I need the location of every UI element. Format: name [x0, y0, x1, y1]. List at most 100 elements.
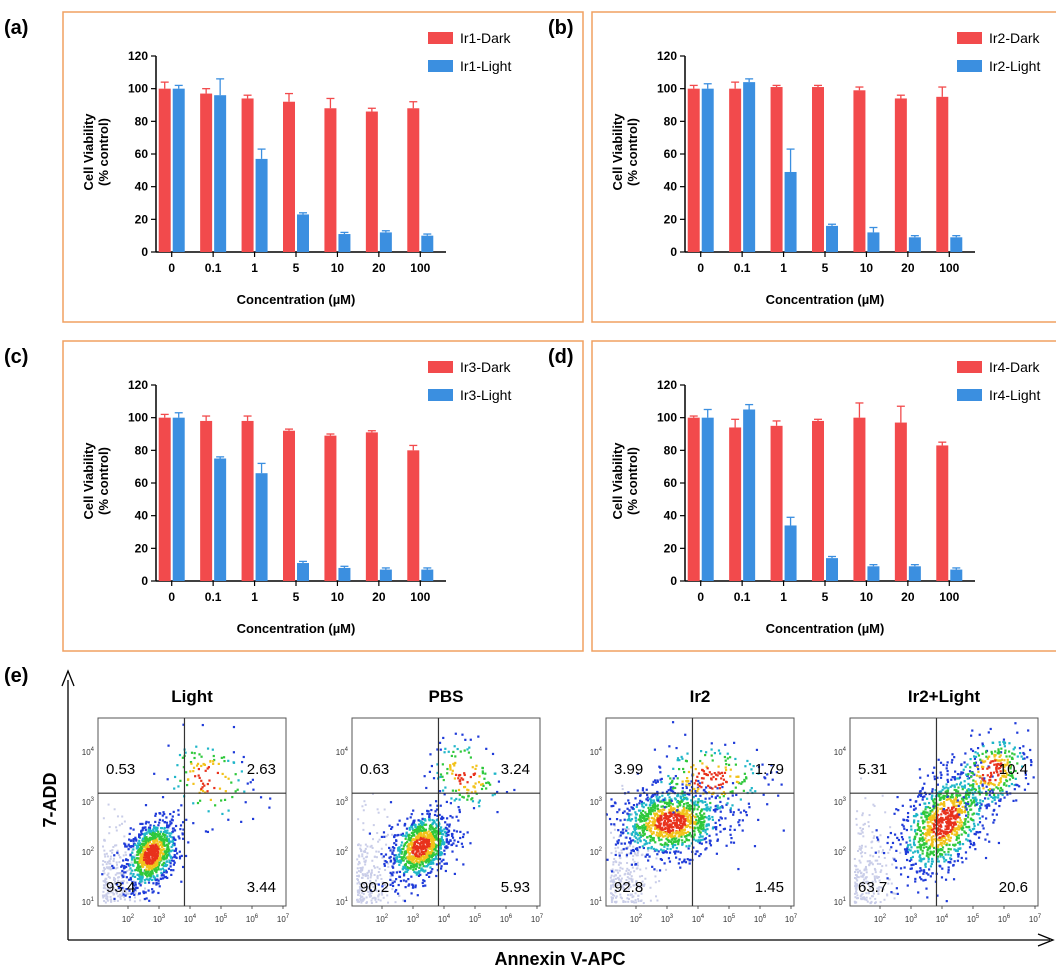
x-tick-label: 0 [697, 590, 704, 604]
scatter-dot [695, 823, 698, 826]
scatter-dot [145, 853, 148, 856]
scatter-dot [469, 756, 472, 759]
scatter-dot [643, 827, 647, 830]
bar-dark [241, 98, 254, 252]
scatter-dot [129, 876, 132, 880]
scatter-dot [203, 784, 206, 787]
tick-exponent: 4 [447, 914, 451, 920]
scatter-dot [667, 825, 670, 828]
scatter-dot-faint [374, 887, 377, 890]
scatter-dot [663, 797, 667, 800]
scatter-dot [698, 841, 701, 845]
scatter-dot-faint [621, 784, 624, 787]
tick-exponent: 4 [599, 747, 603, 753]
scatter-dot [643, 819, 646, 822]
scatter-dot [445, 838, 448, 841]
scatter-dot-faint [610, 852, 613, 855]
scatter-dot [664, 815, 668, 819]
scatter-dot-faint [621, 788, 624, 791]
scatter-dot-faint [108, 860, 111, 863]
scatter-dot [251, 817, 255, 821]
scatter-dot [403, 852, 406, 855]
scatter-dot [134, 843, 137, 846]
scatter-dot [672, 777, 675, 780]
scatter-dot [201, 789, 205, 793]
scatter-dot [644, 855, 647, 858]
scatter-dot [422, 869, 425, 872]
scatter-dot [147, 821, 150, 824]
bar-light [255, 473, 268, 581]
scatter-dot [716, 794, 719, 797]
scatter-dot [178, 837, 181, 840]
scatter-dot-faint [361, 855, 364, 858]
scatter-dot [424, 849, 428, 852]
scatter-dot [134, 881, 137, 884]
scatter-dot [653, 793, 657, 796]
scatter-dot [161, 857, 164, 860]
tick-base: 10 [723, 915, 732, 924]
scatter-dot [669, 840, 673, 843]
scatter-dot [666, 847, 669, 850]
scatter-dot [737, 867, 740, 871]
scatter-dot [968, 828, 971, 831]
scatter-dot [136, 853, 139, 856]
scatter-dot [434, 810, 437, 813]
scatter-dot [938, 818, 941, 821]
scatter-dot [408, 826, 411, 830]
scatter-dot [445, 845, 448, 848]
scatter-dot-faint [865, 892, 868, 895]
scatter-dot [447, 829, 451, 833]
tick-base: 10 [336, 748, 345, 757]
y-axis-label-line: (% control) [96, 118, 111, 186]
scatter-dot-faint [125, 891, 128, 894]
scatter-dot-faint [859, 895, 862, 898]
scatter-dot [143, 879, 146, 882]
y-tick-label: 40 [135, 180, 149, 194]
scatter-dot-faint [115, 863, 118, 866]
scatter-dot [442, 817, 445, 820]
scatter-dot [213, 758, 216, 762]
scatter-dot [633, 840, 637, 843]
scatter-dot [436, 748, 439, 751]
scatter-dot [664, 812, 668, 815]
scatter-dot-faint [869, 854, 872, 857]
bar-light [338, 234, 351, 252]
scatter-dot [411, 862, 414, 865]
scatter-dot-faint [360, 848, 363, 851]
tick-exponent: 2 [385, 914, 389, 920]
scatter-dot [423, 879, 426, 883]
scatter-dot [979, 799, 982, 802]
scatter-dot [606, 813, 608, 816]
tick-exponent: 3 [345, 797, 349, 803]
scatter-dot-faint [641, 874, 644, 877]
scatter-dot [632, 825, 635, 828]
scatter-dot-faint [107, 888, 110, 891]
bar-dark [158, 88, 171, 253]
scatter-dot [466, 788, 469, 791]
scatter-dot [712, 826, 715, 829]
scatter-dot [402, 873, 406, 876]
scatter-dot-faint [622, 900, 625, 903]
scatter-dot [696, 801, 700, 804]
scatter-dot-faint [865, 876, 868, 879]
scatter-dot [974, 791, 977, 794]
tick-exponent: 2 [599, 847, 603, 853]
scatter-dot [176, 764, 179, 767]
scatter-dot [149, 845, 152, 848]
scatter-dot-faint [854, 881, 857, 884]
y-axis-label: Cell Viability(% control) [610, 442, 640, 520]
scatter-dot [472, 807, 476, 810]
scatter-dot-faint [622, 888, 625, 891]
scatter-dot [671, 828, 675, 832]
scatter-dot [453, 839, 456, 842]
scatter-dot [432, 819, 435, 822]
scatter-dot [464, 738, 467, 741]
scatter-dot [648, 835, 651, 838]
scatter-dot [383, 835, 386, 838]
scatter-dot-faint [362, 850, 365, 853]
scatter-dot [144, 881, 147, 884]
scatter-dot [668, 833, 671, 837]
scatter-dot [705, 765, 708, 768]
scatter-dot [419, 837, 422, 840]
scatter-dot [158, 838, 161, 841]
